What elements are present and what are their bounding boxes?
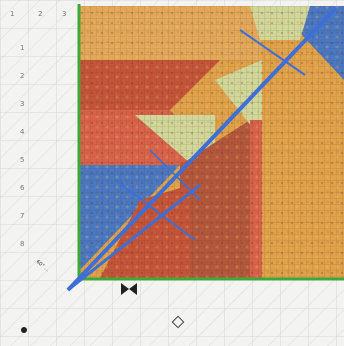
blue-cross-lower bbox=[114, 179, 196, 241]
ruler-top-numbers: 1 2 3 bbox=[10, 10, 66, 18]
quilt-block bbox=[78, 6, 344, 278]
ruler-left-number: 2 bbox=[20, 72, 24, 80]
bowtie-marker bbox=[121, 283, 129, 295]
blue-cross-mid bbox=[149, 149, 201, 201]
black-dot-marker bbox=[21, 327, 27, 333]
ruler-top-number: 1 bbox=[10, 10, 14, 18]
ruler-top-number: 2 bbox=[38, 10, 42, 18]
ruler-left-number: 8 bbox=[20, 240, 24, 248]
outline-square-marker bbox=[171, 315, 185, 329]
ruler-left-number: 4 bbox=[20, 128, 25, 136]
blue-diagonal-short bbox=[67, 183, 201, 292]
ruler-left-numbers: 1 2 3 4 5 6 7 8 bbox=[20, 44, 25, 248]
blue-diagonal-main bbox=[66, 6, 338, 292]
ruler-left-number: 6 bbox=[20, 184, 25, 192]
ruler-left-number: 1 bbox=[20, 44, 24, 52]
ruler-top-number: 3 bbox=[62, 10, 66, 18]
bowtie-marker bbox=[129, 283, 137, 295]
ruler-left-number: 3 bbox=[20, 100, 24, 108]
blue-cross-upper bbox=[239, 29, 306, 76]
ruler-left-number: 7 bbox=[20, 212, 24, 220]
ruler-left-number: 5 bbox=[20, 156, 24, 164]
